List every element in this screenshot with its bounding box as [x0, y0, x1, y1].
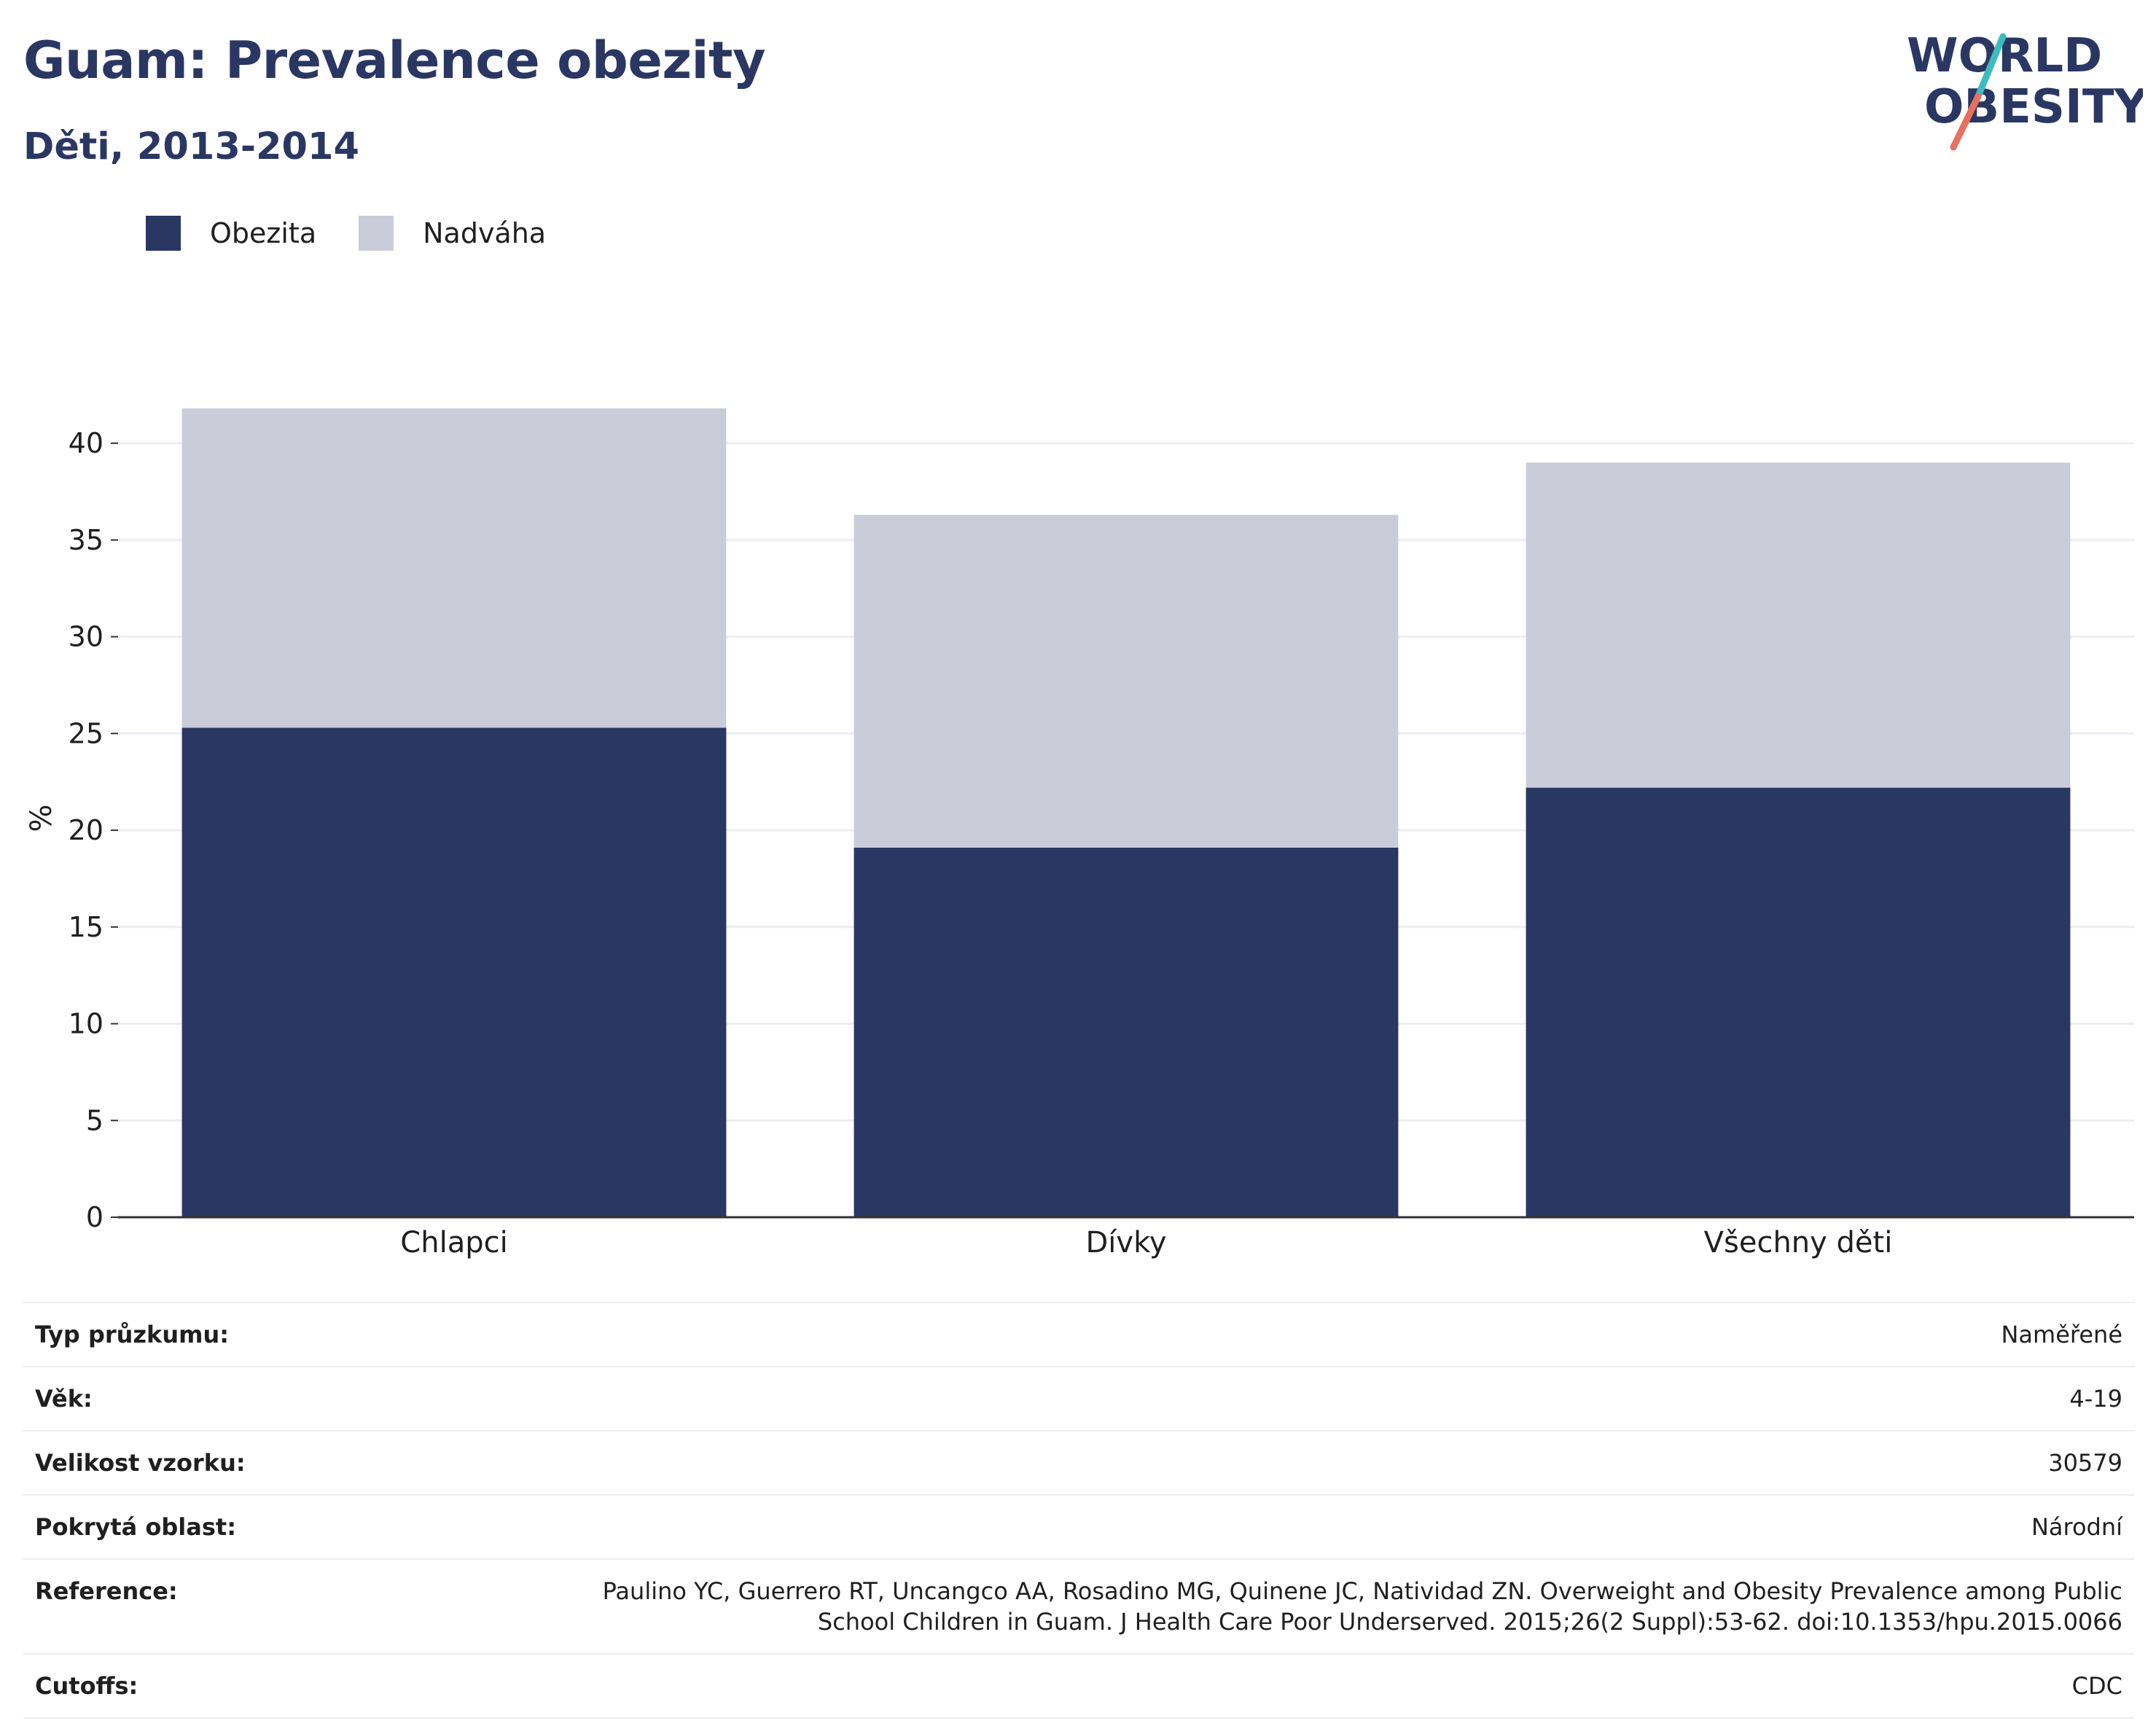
- y-tick-label: 20: [69, 814, 103, 846]
- y-tick-label: 40: [69, 427, 103, 459]
- info-value: Paulino YC, Guerrero RT, Uncangco AA, Ro…: [557, 1559, 2134, 1655]
- info-label: Věk:: [23, 1367, 557, 1432]
- info-label: Cutoffs:: [23, 1654, 557, 1719]
- y-tick-label: 10: [69, 1008, 103, 1040]
- stacked-bar-chart: 0 5 10 15 20 25 30 35 40% Chlapci Dívky Všechny dět…: [25, 408, 2134, 1260]
- info-row: Velikost vzorku: 30579: [23, 1431, 2134, 1496]
- x-tick-label: Dívky: [1086, 1226, 1167, 1260]
- info-row: Typ průzkumu: Naměřené: [23, 1302, 2134, 1367]
- info-label: Reference:: [23, 1559, 557, 1655]
- info-label: Typ průzkumu:: [23, 1302, 557, 1367]
- info-value: 30579: [557, 1431, 2134, 1496]
- legend-item-obesity[interactable]: Obezita: [146, 216, 316, 251]
- info-row: Pokrytá oblast: Národní: [23, 1495, 2134, 1560]
- bar-overweight-0[interactable]: [181, 408, 727, 728]
- logo-slash-teal: [1975, 33, 2007, 100]
- chart-legend: Obezita Nadváha: [146, 216, 588, 251]
- bar-obesity-2[interactable]: [1526, 787, 2071, 1217]
- y-tick-label: 35: [69, 524, 103, 556]
- legend-label-obesity: Obezita: [210, 217, 317, 249]
- bar-obesity-1[interactable]: [854, 847, 1399, 1217]
- legend-item-overweight[interactable]: Nadváha: [359, 216, 546, 251]
- world-obesity-logo: WORLD OBESITY: [1907, 29, 2143, 151]
- bar-obesity-0[interactable]: [181, 727, 727, 1217]
- x-tick-label: Chlapci: [400, 1226, 507, 1260]
- y-tick-label: 0: [86, 1201, 103, 1233]
- info-row: Cutoffs: CDC: [23, 1654, 2134, 1719]
- y-tick-label: 30: [69, 621, 103, 653]
- survey-info-table: Typ průzkumu: Naměřené Věk: 4-19 Velikost vz…: [23, 1302, 2134, 1719]
- info-row: Reference: Paulino YC, Guerrero RT, Uncan…: [23, 1559, 2134, 1655]
- bar-overweight-2[interactable]: [1526, 462, 2071, 788]
- y-tick-label: 15: [69, 911, 103, 943]
- x-tick-label: Všechny děti: [1704, 1226, 1893, 1260]
- bar-overweight-1[interactable]: [854, 515, 1399, 848]
- info-label: Velikost vzorku:: [23, 1431, 557, 1496]
- info-value: Naměřené: [557, 1302, 2134, 1367]
- y-tick-label: 25: [69, 717, 103, 749]
- y-axis-label: %: [25, 804, 58, 832]
- legend-swatch-overweight: [359, 216, 394, 251]
- info-value: Národní: [557, 1495, 2134, 1560]
- info-row: Věk: 4-19: [23, 1367, 2134, 1432]
- logo-slash-coral: [1950, 93, 1982, 151]
- page-subtitle: Děti, 2013-2014: [23, 125, 359, 168]
- legend-label-overweight: Nadváha: [423, 217, 547, 249]
- y-tick-label: 5: [86, 1104, 103, 1136]
- page-title: Guam: Prevalence obezity: [23, 31, 766, 90]
- info-value: 4-19: [557, 1367, 2134, 1432]
- legend-swatch-obesity: [146, 216, 181, 251]
- info-label: Pokrytá oblast:: [23, 1495, 557, 1560]
- info-value: CDC: [557, 1654, 2134, 1719]
- logo-text-obesity: OBESITY: [1924, 80, 2143, 134]
